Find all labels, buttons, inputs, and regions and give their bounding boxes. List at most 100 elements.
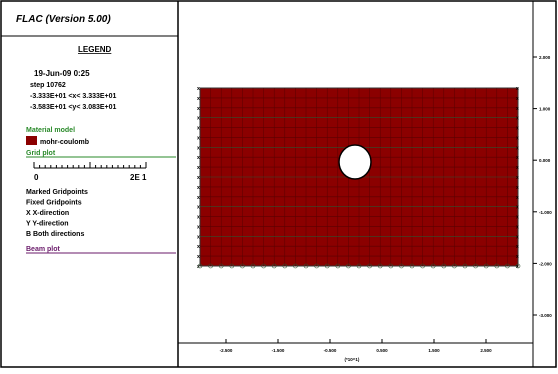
fixity-marker: x (516, 195, 519, 201)
fixity-marker (399, 263, 404, 269)
fixity-marker (197, 263, 203, 269)
fixity-marker: x (516, 126, 519, 132)
fixity-marker: x (197, 126, 200, 132)
fixity-marker: x (197, 185, 200, 191)
fixity-marker: x (516, 234, 519, 240)
fixity-marker: x (516, 205, 519, 211)
fixity-marker (441, 263, 447, 269)
step: step 10762 (30, 82, 66, 89)
scale-bar (33, 162, 147, 169)
scale-end: 2E 1 (130, 173, 147, 182)
fixity-marker: x (197, 205, 200, 211)
fixity-marker: x (197, 135, 200, 141)
x-unit: (*10^1) (345, 357, 360, 362)
fixity-marker: x (516, 106, 519, 112)
fixity-marker: x (197, 215, 200, 221)
legend-item: Fixed Gridpoints (26, 200, 82, 207)
fixity-marker: x (197, 86, 200, 92)
fixity-marker: x (516, 175, 519, 181)
x-tick-label: 1.500 (428, 348, 440, 353)
fixity-marker (324, 263, 330, 269)
fixity-marker: x (516, 264, 519, 270)
fixity-marker (483, 263, 489, 269)
fixity-marker: x (197, 234, 200, 240)
fixity-marker (420, 263, 425, 269)
fixity-marker (409, 263, 415, 269)
fixity-marker (282, 263, 288, 269)
x-tick-label: 2.500 (480, 348, 492, 353)
fixity-marker (377, 263, 383, 269)
fixity-marker (356, 263, 362, 269)
fixity-marker (250, 263, 256, 269)
x-range: -3.333E+01 <x< 3.333E+01 (30, 93, 117, 100)
x-tick-label: -1.500 (272, 348, 285, 353)
fixity-marker (346, 263, 351, 269)
y-tick-label: 2.000 (539, 55, 551, 60)
fixity-marker (303, 263, 309, 269)
opening (338, 144, 372, 180)
fixity-marker (314, 263, 319, 269)
fixity-marker: x (516, 96, 519, 102)
y-tick-label: -1.000 (539, 210, 552, 215)
fixity-marker: x (516, 155, 519, 161)
fixity-marker: x (516, 244, 519, 250)
fixity-marker: x (197, 195, 200, 201)
x-tick-label: -2.500 (220, 348, 233, 353)
fixity-marker (388, 263, 394, 269)
y-tick-label: 0.000 (539, 158, 551, 163)
fixity-marker: x (516, 254, 519, 260)
scale-start: 0 (34, 173, 39, 182)
legend-item: B Both directions (26, 231, 84, 238)
fixity-marker: x (516, 86, 519, 92)
fixity-marker: x (197, 254, 200, 260)
legend-items: Marked Gridpoints Fixed Gridpoints X X-di… (26, 189, 88, 238)
grid-heading: Grid plot (26, 150, 56, 157)
y-tick-label: -2.000 (539, 261, 552, 266)
beam-heading: Beam plot (26, 246, 61, 253)
legend-item: Y Y-direction (26, 221, 69, 228)
fixity-marker: x (516, 224, 519, 230)
y-tick-label: -3.000 (539, 313, 552, 318)
ticks: -2.500 -1.500 -0.500 0.500 1.500 2.500 (*10^1)… (220, 55, 553, 362)
fixity-marker (240, 263, 245, 269)
fixity-marker (430, 263, 436, 269)
fixity-marker: x (197, 244, 200, 250)
fixity-marker (218, 263, 224, 269)
fixity-marker (515, 263, 521, 269)
fixity-marker: x (516, 185, 519, 191)
y-range: -3.583E+01 <y< 3.083E+01 (30, 104, 117, 111)
material-name: mohr-coulomb (40, 139, 89, 146)
fixity-marker: x (197, 155, 200, 161)
x-tick-label: 0.500 (376, 348, 388, 353)
legend-title: LEGEND (78, 45, 112, 54)
fixity-marker (452, 263, 457, 269)
fixity-marker: x (197, 116, 200, 122)
fixity-marker: x (197, 175, 200, 181)
fixity-marker: x (516, 165, 519, 171)
fixity-marker (293, 263, 298, 269)
material-heading: Material model (26, 127, 75, 134)
fixity-marker (473, 263, 478, 269)
fixity-marker: x (197, 106, 200, 112)
mesh: x xx xx xx xx xx xx xx xx xx xx xx xx xx xx xx xx xx xx x (197, 86, 521, 270)
date: 19-Jun-09 0:25 (34, 69, 90, 78)
fixity-marker: x (197, 165, 200, 171)
x-tick-label: -0.500 (324, 348, 337, 353)
fixity-marker (271, 263, 277, 269)
fixity-marker: x (197, 96, 200, 102)
fixity-marker (208, 263, 213, 269)
fixity-marker: x (516, 145, 519, 151)
fixity-marker (494, 263, 500, 269)
legend-item: X X-direction (26, 210, 69, 217)
fixity-marker (462, 263, 468, 269)
fixity-marker (335, 263, 341, 269)
title: FLAC (Version 5.00) (16, 14, 111, 25)
y-tick-label: 1.000 (539, 107, 551, 112)
fixity-marker: x (516, 116, 519, 122)
fixity-marker (505, 263, 510, 269)
fixity-marker: x (197, 224, 200, 230)
fixity-marker (367, 263, 372, 269)
